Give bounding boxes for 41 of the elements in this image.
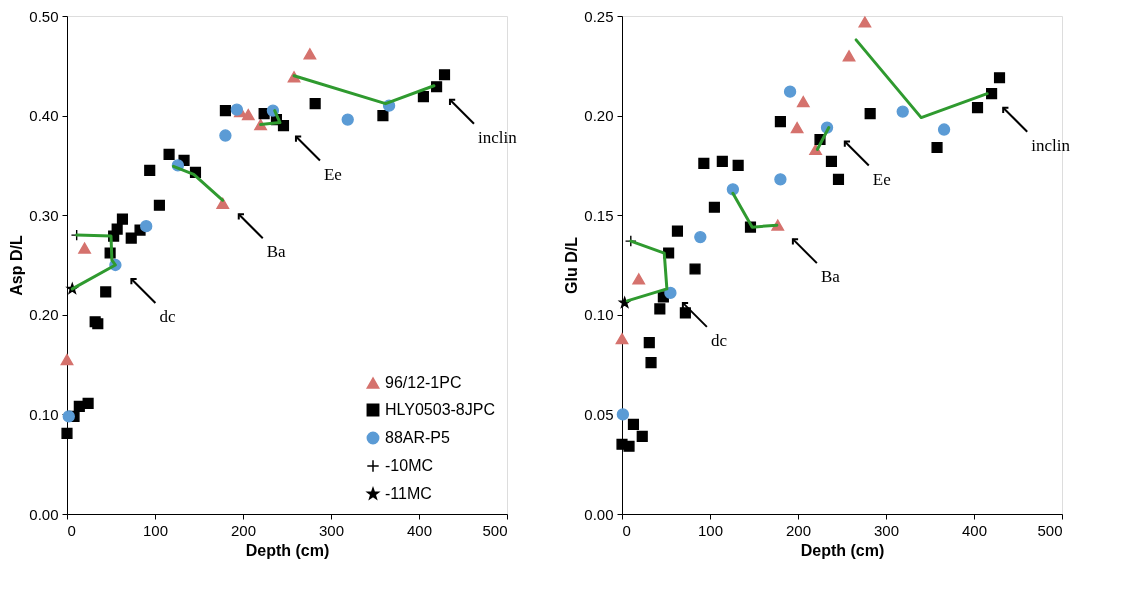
y-tick-label: 0.00 (29, 505, 59, 523)
y-tick-label: 0.20 (584, 107, 614, 125)
annotation: inclin (477, 127, 518, 147)
y-tick-label: 0.30 (29, 206, 59, 224)
x-tick-label: 0 (622, 521, 631, 539)
annotation: Ee (323, 164, 342, 184)
y-axis-title: Asp D/L (8, 235, 26, 296)
y-tick-label: 0.25 (584, 7, 614, 25)
x-tick-label: 200 (230, 521, 257, 539)
legend-label: -10MC (385, 457, 434, 474)
x-tick-label: 0 (67, 521, 76, 539)
x-tick-label: 100 (697, 521, 724, 539)
y-axis-title: Glu D/L (563, 236, 581, 294)
annotation: Ba (820, 267, 841, 287)
x-tick-label: 400 (961, 521, 988, 539)
y-tick-label: 0.10 (584, 306, 614, 324)
legend-label: 96/12-1PC (385, 374, 462, 391)
y-tick-label: 0.50 (29, 7, 59, 25)
x-tick-label: 500 (482, 521, 508, 539)
y-tick-label: 0.00 (584, 505, 614, 523)
y-tick-label: 0.05 (584, 405, 614, 423)
annotation: inclin (1031, 135, 1071, 155)
x-axis-title: Depth (cm) (800, 541, 885, 559)
y-tick-label: 0.40 (29, 107, 59, 125)
annotation: dc (710, 330, 728, 350)
annotation: dc (159, 307, 176, 326)
x-axis-title: Depth (cm) (245, 541, 330, 559)
legend-label: -11MC (385, 485, 432, 502)
x-tick-label: 200 (785, 521, 812, 539)
x-tick-label: 400 (406, 521, 433, 539)
annotation: Ba (266, 242, 287, 262)
annotation: Ee (872, 169, 891, 189)
y-tick-label: 0.10 (29, 405, 59, 423)
y-tick-label: 0.20 (29, 306, 59, 324)
legend-label: 88AR-P5 (385, 429, 451, 446)
x-tick-label: 300 (318, 521, 345, 539)
x-tick-label: 300 (873, 521, 900, 539)
y-tick-label: 0.15 (584, 206, 614, 224)
x-tick-label: 500 (1037, 521, 1063, 539)
legend-label: HLY0503-8JPC (385, 401, 495, 418)
x-tick-label: 100 (142, 521, 169, 539)
